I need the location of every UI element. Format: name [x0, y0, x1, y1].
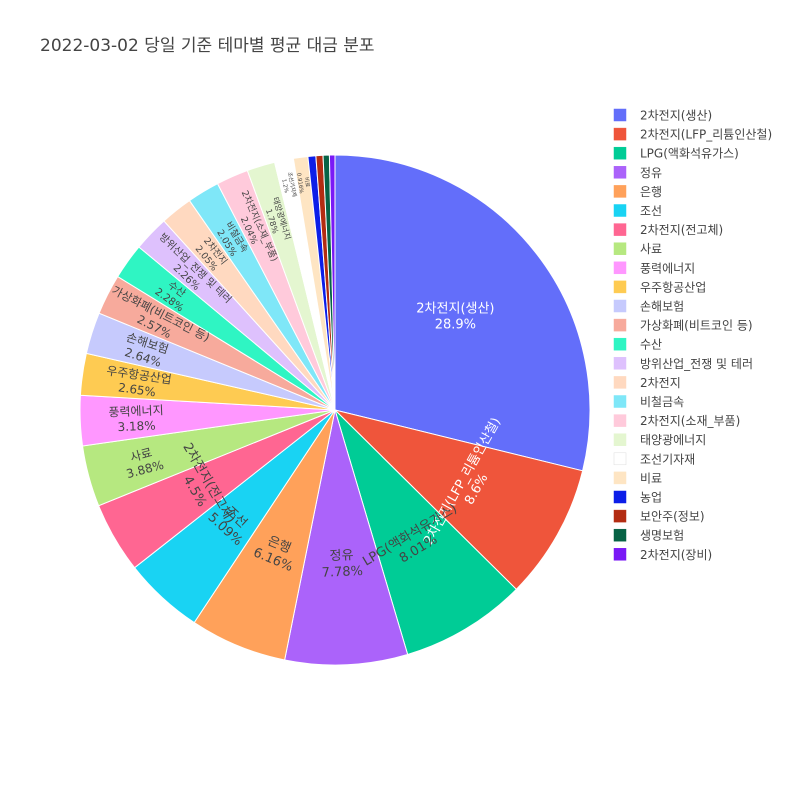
legend-label: 비료: [640, 471, 662, 485]
legend-swatch: [613, 376, 627, 389]
pie-slice-2[interactable]: [334, 154, 591, 472]
slice-percent: 28.9%: [435, 318, 476, 333]
slice-name: 사료: [129, 445, 154, 464]
legend-item-item-13[interactable]: 방위산업_전쟁 및 테러: [613, 357, 753, 371]
legend-item-lpg[interactable]: LPG(액화석유가스): [613, 146, 739, 161]
legend-swatch: [613, 490, 627, 504]
legend-label: 2차전지(전고체): [640, 223, 723, 237]
pie-slice-lpg[interactable]: [334, 409, 518, 656]
legend-label: 생명보험: [640, 529, 684, 543]
slice-percent: 2.65%: [117, 380, 156, 399]
legend-label: 가상화폐(비트코인 등): [640, 319, 753, 333]
legend-label: 조선기자재: [640, 452, 695, 466]
legend-swatch: [613, 548, 627, 561]
slice-name: 정유: [329, 548, 354, 564]
legend-item-2-lfp[interactable]: 2차전지(LFP_리튬인산철): [613, 127, 772, 142]
legend-label: 풍력에너지: [640, 261, 695, 275]
legend-label: 2차전지: [640, 376, 681, 390]
legend-swatch: [613, 261, 627, 275]
legend-swatch: [613, 357, 627, 370]
slice-label-item-19: 비료0.916%: [295, 172, 312, 194]
legend-swatch: [613, 166, 627, 179]
legend-label: 태양광에너지: [640, 433, 706, 447]
slice-percent: 0.916%: [295, 172, 304, 194]
legend-swatch: [613, 108, 627, 122]
legend-item-item-3[interactable]: 정유: [613, 166, 662, 180]
legend-item-item-11[interactable]: 가상화폐(비트코인 등): [613, 318, 753, 333]
legend-item-2[interactable]: 2차전지(소재_부품): [613, 414, 740, 428]
legend-label: 수산: [640, 338, 662, 352]
slice-label-2: 2차전지(생산) 28.9%: [416, 301, 494, 332]
legend-label: 조선: [640, 204, 662, 218]
legend-swatch: [613, 223, 627, 236]
legend-item-item-19[interactable]: 비료: [613, 471, 662, 485]
legend-swatch: [613, 185, 627, 198]
chart-title: 2022-03-02 당일 기준 테마별 평균 대금 분포: [40, 36, 375, 56]
slice-name: 비료: [303, 177, 312, 188]
legend-label: 정유: [640, 166, 662, 180]
legend-label: 손해보험: [640, 300, 684, 314]
legend-swatch: [613, 395, 627, 408]
legend-label: 2차전지(LFP_리튬인산철): [640, 128, 772, 142]
legend-label: 농업: [640, 491, 662, 505]
legend-swatch: [613, 528, 627, 542]
legend-label: 사료: [640, 242, 662, 256]
legend-item-2[interactable]: 2차전지: [613, 376, 681, 390]
legend-label: 우주항공산업: [640, 280, 706, 294]
pie-slice-item-3[interactable]: [284, 409, 409, 666]
legend-swatch: [613, 280, 627, 294]
slice-percent: 7.78%: [321, 564, 363, 581]
slice-percent: 3.18%: [117, 419, 156, 435]
legend-label: 은행: [640, 184, 662, 199]
legend-item-2[interactable]: 2차전지(생산): [613, 108, 712, 123]
legend-item-item-15[interactable]: 비철금속: [613, 395, 684, 409]
slice-name: 풍력에너지: [108, 403, 164, 419]
legend-label: 2차전지(장비): [640, 548, 712, 562]
legend-item-2[interactable]: 2차전지(장비): [613, 548, 712, 562]
legend: 2차전지(생산) 2차전지(LFP_리튬인산철) LPG(액화석유가스) 정유은행조선…: [613, 108, 772, 562]
slice-percent: 1.2%: [280, 179, 289, 194]
legend-swatch: [613, 318, 627, 332]
legend-swatch: [613, 471, 627, 485]
legend-swatch: [613, 204, 627, 217]
legend-label: 비철금속: [640, 395, 684, 409]
legend-label: LPG(액화석유가스): [640, 147, 739, 161]
legend-swatch: [613, 127, 627, 141]
slice-label-item-3: 정유7.78%: [321, 548, 363, 581]
legend-swatch: [613, 337, 627, 351]
legend-swatch: [613, 414, 627, 427]
legend-item-item-17[interactable]: 태양광에너지: [613, 433, 706, 447]
pie-slice-2-lfp[interactable]: [333, 409, 584, 591]
legend-label: 2차전지(생산): [640, 109, 712, 123]
legend-item-item-5[interactable]: 조선: [613, 204, 662, 218]
legend-item-item-8[interactable]: 풍력에너지: [613, 261, 695, 275]
legend-swatch: [613, 452, 627, 466]
legend-item-item-21[interactable]: 보안주(정보): [613, 509, 705, 524]
legend-swatch: [613, 242, 627, 255]
legend-item-item-4[interactable]: 은행: [613, 184, 662, 199]
legend-label: 보안주(정보): [640, 510, 705, 524]
slice-name: 2차전지(생산): [416, 301, 494, 316]
legend-item-item-9[interactable]: 우주항공산업: [613, 280, 706, 294]
legend-swatch: [613, 299, 627, 313]
legend-swatch: [613, 146, 627, 160]
legend-swatch: [613, 509, 627, 523]
legend-item-item-22[interactable]: 생명보험: [613, 528, 684, 543]
pie-slice-2[interactable]: [328, 154, 336, 411]
legend-item-item-7[interactable]: 사료: [613, 242, 662, 256]
legend-swatch: [613, 433, 627, 446]
legend-item-item-10[interactable]: 손해보험: [613, 299, 684, 314]
legend-item-2[interactable]: 2차전지(전고체): [613, 223, 723, 237]
legend-item-item-20[interactable]: 농업: [613, 490, 662, 505]
legend-item-item-12[interactable]: 수산: [613, 337, 662, 352]
pie-slices: [79, 154, 591, 666]
legend-label: 방위산업_전쟁 및 테러: [640, 357, 753, 371]
legend-item-item-18[interactable]: 조선기자재: [613, 452, 695, 466]
legend-label: 2차전지(소재_부품): [640, 414, 740, 428]
